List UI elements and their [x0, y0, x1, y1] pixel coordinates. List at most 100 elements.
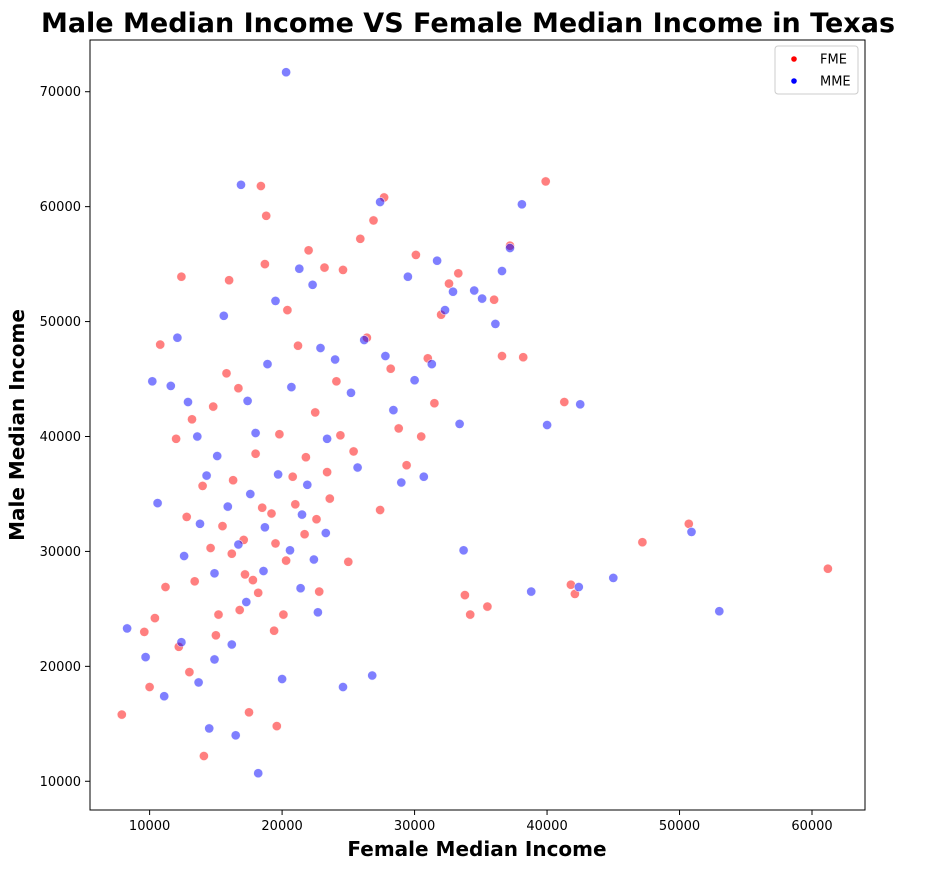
data-point-mme — [426, 359, 437, 369]
data-point-mme — [432, 255, 442, 266]
y-tick-label: 40000 — [40, 430, 81, 445]
legend-label-fme: FME — [820, 53, 847, 68]
data-point-fme — [144, 682, 155, 692]
data-point-fme — [331, 376, 342, 387]
data-point-fme — [217, 521, 228, 531]
data-point-mme — [458, 545, 469, 556]
data-point-fme — [823, 563, 833, 574]
data-point-fme — [459, 590, 470, 600]
data-point-mme — [714, 606, 725, 617]
data-point-mme — [259, 522, 270, 533]
data-point-fme — [410, 249, 421, 260]
x-tick-label: 20000 — [261, 819, 302, 834]
data-point-fme — [149, 613, 160, 623]
data-point-mme — [172, 332, 183, 343]
x-tick-label: 10000 — [129, 819, 170, 834]
data-point-mme — [295, 583, 306, 594]
data-point-mme — [212, 451, 223, 461]
data-point-mme — [367, 670, 378, 681]
data-point-fme — [221, 368, 232, 379]
data-point-fme — [444, 278, 454, 289]
y-tick-label: 20000 — [40, 660, 81, 675]
data-point-mme — [277, 674, 287, 684]
data-point-mme — [469, 285, 480, 296]
data-point-mme — [505, 243, 515, 253]
data-point-fme — [181, 512, 192, 522]
data-point-fme — [187, 414, 197, 425]
data-point-mme — [575, 399, 586, 410]
data-point-fme — [228, 475, 238, 486]
data-point-fme — [311, 514, 322, 525]
data-point-fme — [319, 262, 330, 273]
data-point-mme — [281, 67, 291, 78]
data-point-fme — [300, 452, 311, 463]
data-point-fme — [247, 575, 258, 585]
data-point-mme — [380, 351, 391, 361]
data-point-mme — [122, 623, 132, 634]
data-point-mme — [308, 554, 319, 565]
data-point-fme — [299, 529, 310, 540]
data-point-mme — [273, 469, 283, 480]
data-point-fme — [208, 401, 219, 412]
data-point-fme — [393, 423, 404, 434]
data-point-fme — [139, 627, 150, 637]
data-point-fme — [497, 351, 507, 361]
data-point-fme — [489, 294, 499, 305]
data-point-mme — [192, 431, 203, 442]
data-point-fme — [314, 586, 325, 597]
data-point-mme — [285, 545, 295, 556]
data-point-mme — [193, 677, 204, 688]
data-point-fme — [234, 605, 245, 615]
data-point-fme — [205, 543, 216, 553]
plot-frame — [89, 39, 866, 811]
data-point-fme — [303, 245, 314, 256]
data-point-fme — [324, 493, 335, 504]
x-tick-label: 50000 — [659, 819, 700, 834]
data-point-fme — [266, 508, 277, 519]
data-point-mme — [297, 509, 307, 520]
ticks-layer: 10000 20000 30000 40000 50000 60000 10000 20000… — [40, 85, 833, 834]
data-point-mme — [140, 652, 151, 662]
data-point-fme — [343, 556, 354, 567]
data-point-mme — [302, 479, 313, 490]
data-point-mme — [322, 433, 332, 444]
data-point-mme — [294, 263, 305, 274]
data-point-mme — [209, 654, 220, 665]
data-point-mme — [409, 375, 420, 386]
y-tick-label: 60000 — [40, 200, 81, 215]
data-point-mme — [242, 395, 253, 406]
x-axis-label: Female Median Income — [347, 837, 606, 861]
data-point-fme — [155, 339, 166, 350]
data-point-fme — [465, 609, 476, 620]
data-point-mme — [440, 305, 450, 315]
data-point-mme — [258, 566, 269, 576]
data-point-mme — [201, 470, 212, 481]
data-point-fme — [287, 471, 298, 482]
data-point-fme — [278, 609, 289, 620]
data-point-fme — [348, 446, 359, 457]
data-point-mme — [226, 639, 237, 650]
data-point-fme — [197, 480, 208, 491]
data-point-fme — [213, 609, 224, 620]
data-point-mme — [250, 428, 261, 438]
data-point-fme — [233, 383, 244, 394]
data-point-fme — [271, 721, 282, 731]
data-point-fme — [281, 555, 291, 566]
data-point-fme — [244, 707, 254, 718]
data-point-mme — [330, 354, 340, 365]
data-point-mme — [346, 387, 356, 398]
data-point-fme — [375, 505, 385, 515]
data-point-fme — [293, 340, 303, 351]
data-point-mme — [448, 286, 458, 297]
data-point-mme — [286, 382, 297, 392]
data-point-fme — [416, 431, 427, 442]
data-point-mme — [338, 682, 348, 692]
data-point-fme — [171, 433, 181, 444]
x-tick-label: 40000 — [526, 819, 567, 834]
data-point-mme — [209, 568, 220, 579]
legend-marker-mme — [791, 78, 797, 84]
data-point-fme — [518, 352, 529, 363]
legend-label-mme: MME — [820, 75, 851, 90]
data-point-fme — [224, 275, 234, 286]
data-point-mme — [352, 462, 363, 473]
